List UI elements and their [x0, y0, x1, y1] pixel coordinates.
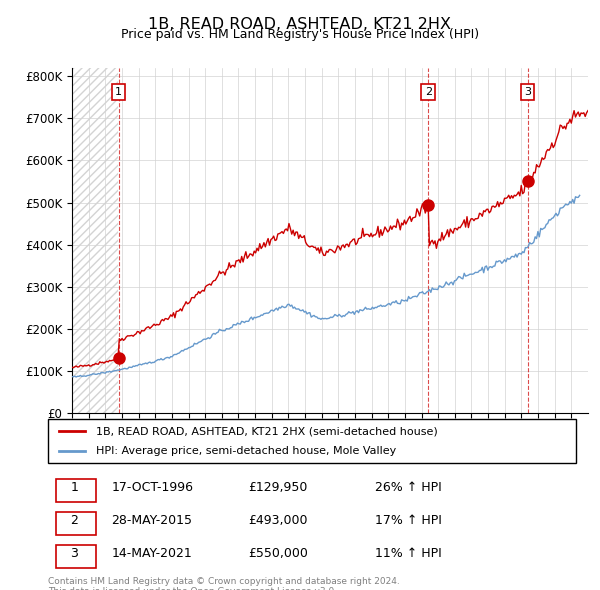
Text: 3: 3 — [524, 87, 531, 97]
Bar — [56, 512, 95, 535]
Text: 2: 2 — [70, 514, 79, 527]
Text: 1B, READ ROAD, ASHTEAD, KT21 2HX: 1B, READ ROAD, ASHTEAD, KT21 2HX — [149, 17, 452, 31]
Text: 2: 2 — [425, 87, 432, 97]
Text: 1B, READ ROAD, ASHTEAD, KT21 2HX (semi-detached house): 1B, READ ROAD, ASHTEAD, KT21 2HX (semi-d… — [95, 427, 437, 436]
Text: 11% ↑ HPI: 11% ↑ HPI — [376, 547, 442, 560]
Text: £129,950: £129,950 — [248, 481, 308, 494]
Text: 26% ↑ HPI: 26% ↑ HPI — [376, 481, 442, 494]
Text: 3: 3 — [70, 547, 79, 560]
Text: HPI: Average price, semi-detached house, Mole Valley: HPI: Average price, semi-detached house,… — [95, 446, 396, 455]
Bar — [56, 545, 95, 568]
Text: £493,000: £493,000 — [248, 514, 308, 527]
Text: £550,000: £550,000 — [248, 547, 308, 560]
Text: 1: 1 — [70, 481, 79, 494]
Text: Contains HM Land Registry data © Crown copyright and database right 2024.
This d: Contains HM Land Registry data © Crown c… — [48, 577, 400, 590]
Bar — [56, 479, 95, 502]
Text: Price paid vs. HM Land Registry's House Price Index (HPI): Price paid vs. HM Land Registry's House … — [121, 28, 479, 41]
Text: 14-MAY-2021: 14-MAY-2021 — [112, 547, 192, 560]
Bar — [72, 68, 118, 413]
Text: 17% ↑ HPI: 17% ↑ HPI — [376, 514, 442, 527]
Text: 1: 1 — [115, 87, 122, 97]
Text: 28-MAY-2015: 28-MAY-2015 — [112, 514, 193, 527]
Text: 17-OCT-1996: 17-OCT-1996 — [112, 481, 193, 494]
